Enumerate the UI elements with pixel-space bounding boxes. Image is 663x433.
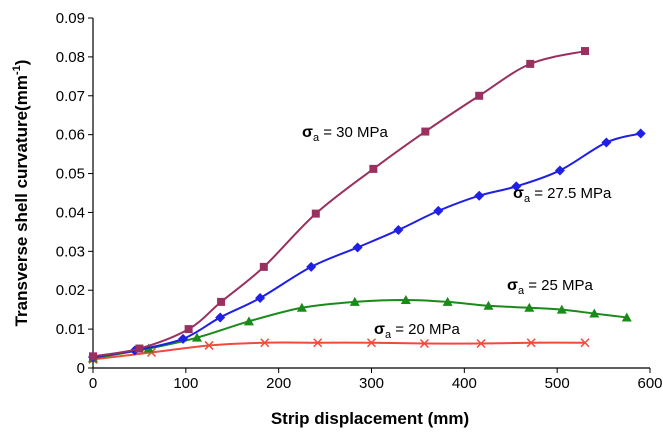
data-point-x [313, 338, 323, 348]
data-point-square [311, 209, 320, 218]
data-point-triangle [524, 302, 535, 312]
data-point-x [204, 340, 214, 350]
data-point-diamond [433, 205, 444, 216]
data-point-diamond [511, 181, 522, 192]
data-point-triangle [400, 294, 411, 304]
y-axis-title-main: Transverse shell curvature(mm [12, 75, 31, 326]
data-point-diamond [255, 293, 266, 303]
annotation-20mpa: σa = 20 MPa [374, 321, 461, 341]
data-point-square [369, 164, 378, 173]
data-point-diamond [215, 312, 226, 323]
data-point-triangle [483, 300, 494, 310]
annotation-27-5mpa: σa = 27.5 MPa [513, 185, 612, 205]
series-layer [88, 47, 646, 364]
data-point-triangle [191, 332, 202, 342]
data-point-x [260, 338, 270, 348]
y-axis-title: Transverse shell curvature(mm-1) [11, 60, 31, 327]
data-point-triangle [243, 316, 254, 326]
x-tick-label: 400 [452, 375, 477, 392]
y-tick-label: 0.04 [56, 204, 85, 221]
y-tick-label: 0.06 [56, 127, 85, 144]
x-tick-label: 0 [89, 375, 97, 392]
data-point-triangle [442, 296, 453, 306]
data-point-triangle [589, 308, 600, 318]
y-tick-label: 0.05 [56, 166, 85, 183]
data-point-diamond [306, 261, 317, 272]
series-line [92, 341, 586, 361]
series-line [92, 50, 586, 358]
data-point-square [184, 325, 193, 334]
data-point-square [581, 47, 590, 56]
y-tick-label: 0 [77, 360, 85, 377]
series-1 [88, 128, 646, 363]
data-point-square [217, 297, 226, 306]
data-point-square [421, 127, 430, 136]
tick-layer: 0 100 200 300 400 500 600 0 0.01 0.02 0.03 0.04 0.05… [56, 10, 663, 392]
y-axis-title-sup: -1 [11, 65, 23, 75]
y-axis-title-close: ) [12, 60, 31, 66]
data-point-x [419, 338, 429, 349]
y-tick-label: 0.07 [56, 88, 85, 105]
y-tick-label: 0.03 [56, 243, 85, 260]
y-tick-label: 0.02 [56, 282, 85, 299]
x-tick-label: 500 [545, 375, 570, 392]
x-tick-label: 600 [637, 375, 662, 392]
annotation-30mpa: σa = 30 MPa [302, 124, 389, 144]
data-point-triangle [556, 304, 567, 314]
x-tick-label: 300 [359, 375, 384, 392]
data-point-square [475, 91, 484, 100]
data-point-x [476, 338, 486, 349]
data-point-diamond [474, 190, 485, 201]
data-point-diamond [601, 137, 612, 148]
data-point-triangle [296, 302, 307, 312]
y-tick-label: 0.08 [56, 49, 85, 66]
x-axis-title: Strip displacement (mm) [271, 409, 469, 428]
series-0 [89, 47, 590, 361]
data-point-square [259, 262, 268, 271]
data-point-diamond [393, 224, 404, 235]
x-tick-label: 100 [173, 375, 198, 392]
data-point-diamond [352, 242, 363, 253]
data-point-diamond [635, 128, 646, 139]
data-point-x [526, 338, 536, 348]
data-point-x [366, 338, 377, 348]
data-point-square [135, 344, 144, 353]
data-point-triangle [621, 312, 632, 322]
x-tick-label: 200 [266, 375, 291, 392]
annotation-25mpa: σa = 25 MPa [507, 277, 594, 297]
data-point-x [580, 338, 590, 348]
y-tick-label: 0.09 [56, 10, 85, 27]
series-3 [88, 338, 590, 364]
y-tick-label: 0.01 [56, 321, 85, 338]
data-point-diamond [554, 165, 565, 176]
data-point-square [89, 352, 97, 361]
data-point-square [526, 59, 535, 68]
data-point-diamond [178, 333, 189, 344]
series-2 [88, 294, 632, 363]
data-point-triangle [349, 296, 360, 306]
